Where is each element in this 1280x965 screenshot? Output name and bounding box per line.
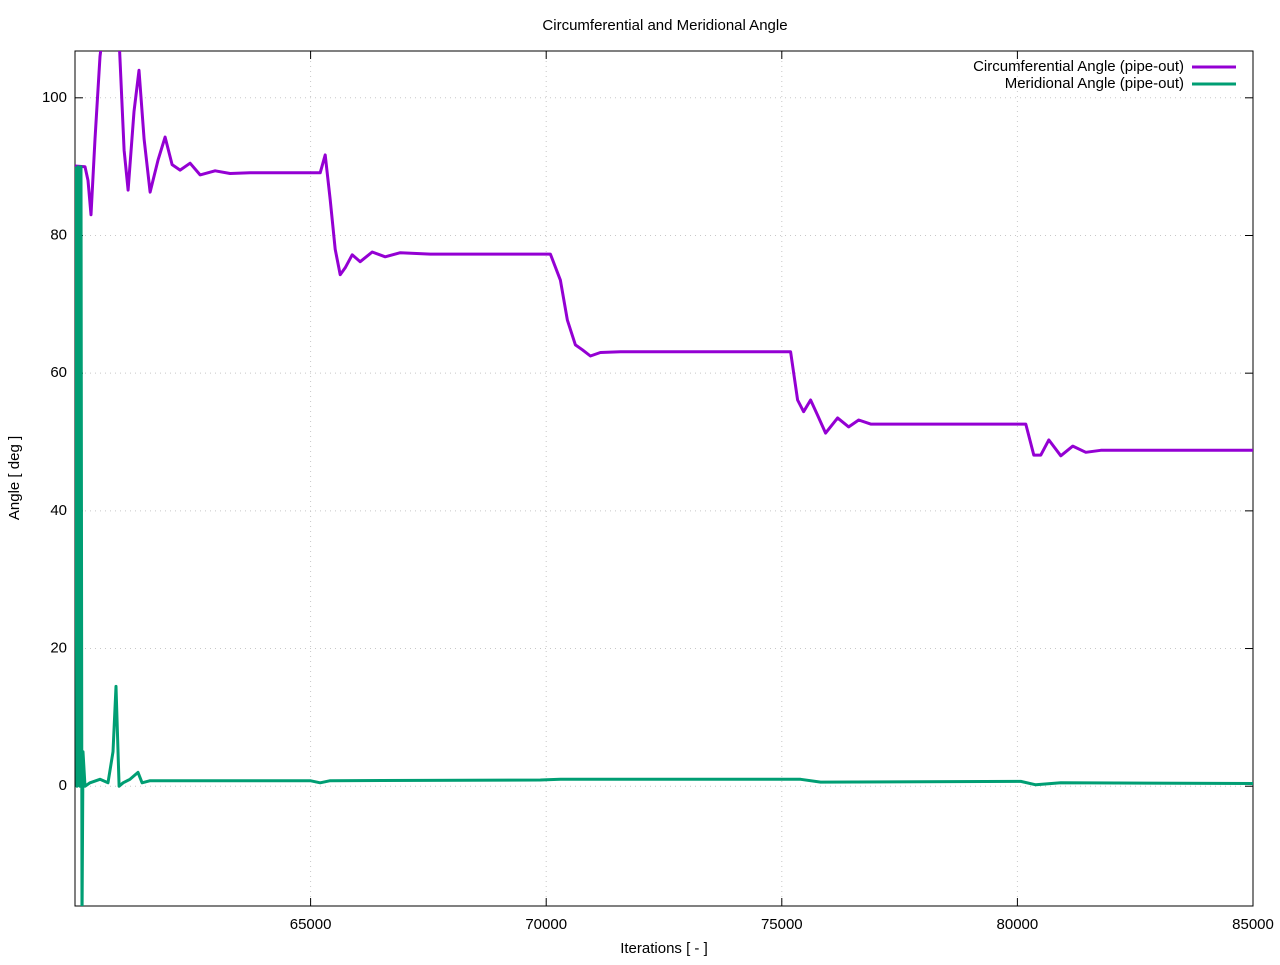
legend-label: Meridional Angle (pipe-out)	[1005, 75, 1184, 92]
y-tick-label: 20	[50, 640, 67, 657]
legend-label: Circumferential Angle (pipe-out)	[973, 58, 1184, 75]
x-tick-label: 85000	[1232, 916, 1274, 933]
data-line	[75, 51, 1253, 458]
chart-title: Circumferential and Meridional Angle	[542, 17, 787, 34]
data-line	[75, 165, 1253, 906]
x-tick-label: 70000	[525, 916, 567, 933]
x-tick-label: 80000	[997, 916, 1039, 933]
x-tick-label: 65000	[290, 916, 332, 933]
y-tick-label: 80	[50, 226, 67, 243]
y-tick-label: 0	[59, 777, 67, 794]
x-tick-label: 75000	[761, 916, 803, 933]
y-tick-label: 100	[42, 89, 67, 106]
plot-border	[74, 50, 1254, 907]
x-axis-label: Iterations [ - ]	[620, 940, 708, 957]
plot-area	[75, 51, 1253, 906]
y-axis-label: Angle [ deg ]	[6, 436, 23, 520]
y-tick-label: 60	[50, 364, 67, 381]
y-tick-label: 40	[50, 502, 67, 519]
